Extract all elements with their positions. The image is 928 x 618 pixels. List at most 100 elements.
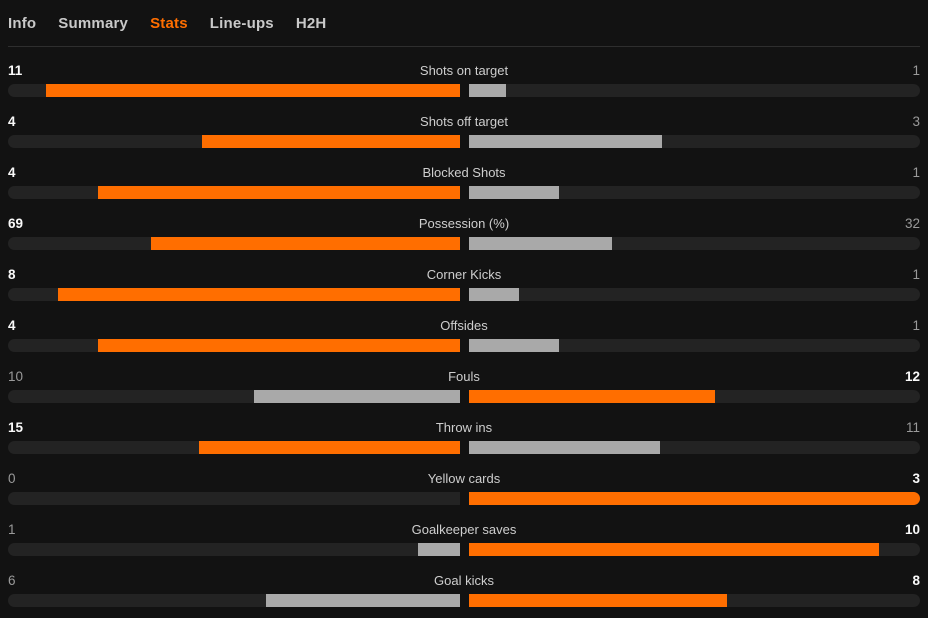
stat-row: 4 Offsides 1 xyxy=(8,318,920,352)
home-bar-fill xyxy=(201,135,460,148)
stat-row-header: 10 Fouls 12 xyxy=(8,369,920,385)
stat-row: 10 Fouls 12 xyxy=(8,369,920,403)
stat-bars xyxy=(8,543,920,556)
away-value: 11 xyxy=(905,420,920,435)
away-bar-fill xyxy=(468,594,727,607)
stat-label: Yellow cards xyxy=(427,471,501,486)
away-value: 3 xyxy=(912,114,920,129)
home-bar-fill xyxy=(58,288,460,301)
away-bar-track xyxy=(468,594,920,607)
home-value: 11 xyxy=(8,63,23,78)
away-bar-fill xyxy=(468,543,879,556)
home-bar-track xyxy=(8,594,460,607)
away-value: 12 xyxy=(904,369,920,384)
stat-label: Goal kicks xyxy=(434,573,494,588)
stat-row: 0 Yellow cards 3 xyxy=(8,471,920,505)
stat-bars xyxy=(8,237,920,250)
away-bar-track xyxy=(468,441,920,454)
home-bar-fill xyxy=(418,543,460,556)
home-value: 69 xyxy=(8,216,24,231)
stat-row: 4 Blocked Shots 1 xyxy=(8,165,920,199)
home-value: 10 xyxy=(8,369,24,384)
home-bar-fill xyxy=(199,441,460,454)
away-value: 3 xyxy=(912,471,920,486)
tab-line-ups[interactable]: Line-ups xyxy=(209,14,274,32)
away-value: 10 xyxy=(904,522,920,537)
stat-row-header: 6 Goal kicks 8 xyxy=(8,573,920,589)
home-bar-fill xyxy=(45,84,460,97)
home-bar-track xyxy=(8,288,460,301)
home-bar-track xyxy=(8,390,460,403)
tab-bar: Info Summary Stats Line-ups H2H xyxy=(0,0,928,46)
away-bar-fill xyxy=(468,237,612,250)
stat-row: 6 Goal kicks 8 xyxy=(8,573,920,607)
home-bar-track xyxy=(8,135,460,148)
away-value: 1 xyxy=(912,267,920,282)
away-bar-track xyxy=(468,390,920,403)
away-bar-fill xyxy=(468,186,559,199)
away-bar-fill xyxy=(468,288,519,301)
home-bar-track xyxy=(8,543,460,556)
stat-label: Offsides xyxy=(440,318,488,333)
away-bar-track xyxy=(468,237,920,250)
away-bar-fill xyxy=(468,339,559,352)
stat-row-header: 4 Offsides 1 xyxy=(8,318,920,334)
home-value: 15 xyxy=(8,420,24,435)
home-bar-fill xyxy=(266,594,460,607)
stat-label: Throw ins xyxy=(435,420,493,435)
away-bar-fill xyxy=(468,135,662,148)
away-value: 1 xyxy=(912,165,920,180)
away-value: 8 xyxy=(912,573,920,588)
stat-bars xyxy=(8,339,920,352)
stat-row: 8 Corner Kicks 1 xyxy=(8,267,920,301)
stat-row-header: 1 Goalkeeper saves 10 xyxy=(8,522,920,538)
stat-row-header: 11 Shots on target 1 xyxy=(8,63,920,79)
stat-bars xyxy=(8,492,920,505)
home-value: 4 xyxy=(8,165,16,180)
stat-bars xyxy=(8,84,920,97)
stat-row-header: 0 Yellow cards 3 xyxy=(8,471,920,487)
stat-row: 11 Shots on target 1 xyxy=(8,63,920,97)
stat-row-header: 8 Corner Kicks 1 xyxy=(8,267,920,283)
away-bar-fill xyxy=(468,441,660,454)
stat-bars xyxy=(8,135,920,148)
stat-label: Shots off target xyxy=(420,114,508,129)
home-value: 1 xyxy=(8,522,16,537)
home-value: 8 xyxy=(8,267,16,282)
away-bar-fill xyxy=(468,390,715,403)
stat-row-header: 15 Throw ins 11 xyxy=(8,420,920,436)
stat-row-header: 69 Possession (%) 32 xyxy=(8,216,920,232)
stat-label: Blocked Shots xyxy=(422,165,506,180)
away-bar-track xyxy=(468,492,920,505)
away-value: 1 xyxy=(912,318,920,333)
home-bar-fill xyxy=(98,186,460,199)
away-bar-track xyxy=(468,186,920,199)
away-bar-track xyxy=(468,288,920,301)
home-value: 4 xyxy=(8,114,16,129)
stat-row-header: 4 Shots off target 3 xyxy=(8,114,920,130)
stat-row: 69 Possession (%) 32 xyxy=(8,216,920,250)
stat-row: 1 Goalkeeper saves 10 xyxy=(8,522,920,556)
home-bar-fill xyxy=(151,237,460,250)
stat-bars xyxy=(8,441,920,454)
tab-summary[interactable]: Summary xyxy=(58,14,129,32)
stats-list: 11 Shots on target 1 4 Shots off target … xyxy=(0,47,928,607)
stat-bars xyxy=(8,186,920,199)
tab-h2h[interactable]: H2H xyxy=(295,14,327,32)
stat-row: 4 Shots off target 3 xyxy=(8,114,920,148)
home-bar-fill xyxy=(98,339,460,352)
stat-label: Possession (%) xyxy=(418,216,510,231)
stat-label: Corner Kicks xyxy=(426,267,502,282)
home-bar-track xyxy=(8,237,460,250)
tab-stats[interactable]: Stats xyxy=(150,14,188,32)
stat-bars xyxy=(8,390,920,403)
tab-info[interactable]: Info xyxy=(8,14,37,32)
away-bar-track xyxy=(468,339,920,352)
stat-row: 15 Throw ins 11 xyxy=(8,420,920,454)
home-bar-track xyxy=(8,441,460,454)
away-bar-track xyxy=(468,135,920,148)
stat-label: Goalkeeper saves xyxy=(411,522,517,537)
away-bar-track xyxy=(468,543,920,556)
away-bar-track xyxy=(468,84,920,97)
